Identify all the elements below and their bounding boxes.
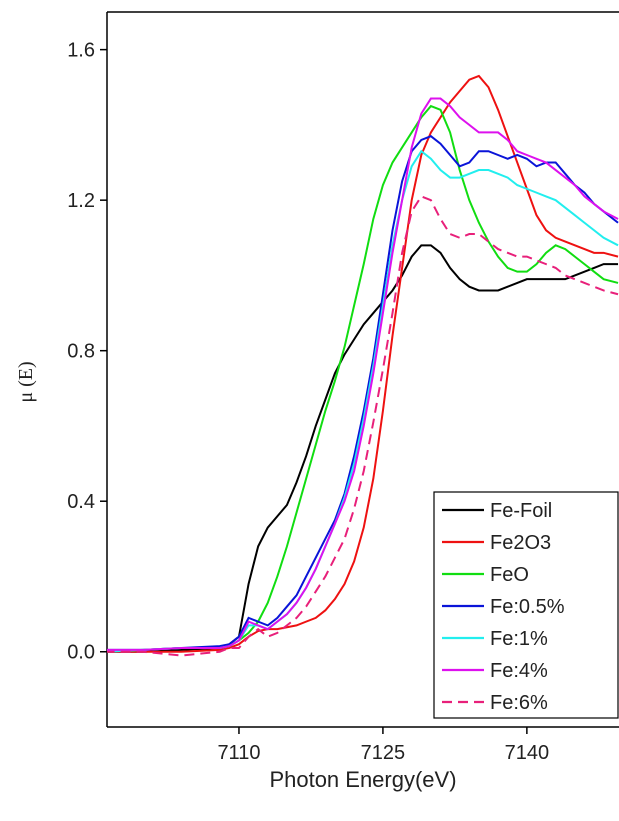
legend-label: FeO: [490, 564, 529, 586]
y-tick-label: 0.4: [67, 491, 95, 513]
x-tick-label: 7125: [361, 742, 406, 764]
data-line: [107, 195, 619, 657]
legend-label: Fe:1%: [490, 628, 548, 650]
x-tick-label: 7110: [217, 742, 260, 764]
legend-label: Fe2O3: [490, 532, 551, 554]
y-tick-label: 0.0: [67, 642, 95, 664]
x-tick-label: 7140: [505, 742, 550, 764]
legend-label: Fe:6%: [490, 692, 548, 714]
plot-area: [107, 74, 619, 657]
x-axis-label: Photon Energy(eV): [269, 767, 456, 792]
data-line: [107, 97, 619, 651]
legend-label: Fe:0.5%: [490, 596, 565, 618]
y-tick-label: 1.2: [67, 190, 95, 212]
data-line: [107, 244, 619, 653]
data-line: [107, 135, 619, 651]
y-tick-label: 1.6: [67, 40, 95, 62]
legend-label: Fe:4%: [490, 660, 548, 682]
legend-label: Fe-Foil: [490, 500, 552, 522]
data-line: [107, 104, 619, 653]
legend-box: [433, 491, 619, 719]
y-axis-label: μ (E): [15, 361, 37, 402]
y-tick-label: 0.8: [67, 341, 95, 363]
